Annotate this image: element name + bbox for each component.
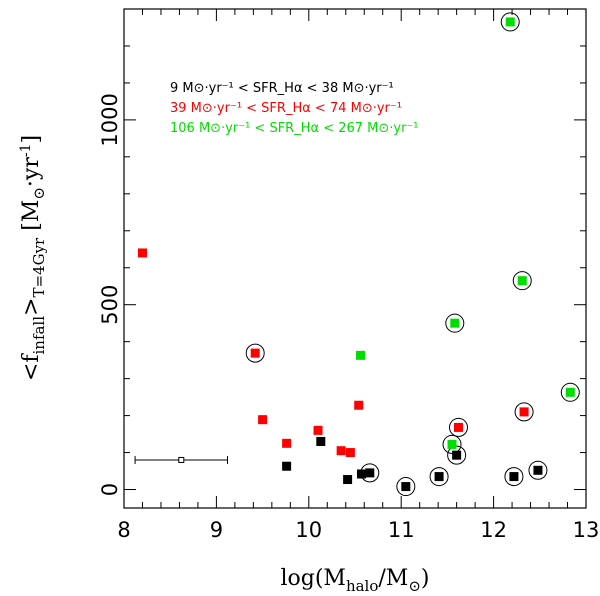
x-tick-label: 13 — [573, 518, 600, 542]
data-point-106-267 — [447, 439, 457, 449]
data-point-39-74 — [354, 400, 364, 410]
x-tick-label: 9 — [210, 518, 223, 542]
y-axis-title: <finfall>T=4Gyr [M⊙·yr-1] — [18, 135, 48, 381]
y-tick-label: 1000 — [98, 93, 122, 146]
highlight-circle — [560, 382, 580, 402]
legend-entry-red: 39 M⊙·yr⁻¹ < SFR_Hα < 74 M⊙·yr⁻¹ — [170, 101, 402, 116]
data-point-9-38 — [509, 472, 519, 482]
y-tick-label: 0 — [98, 483, 122, 496]
highlight-circle — [360, 463, 380, 483]
data-point-9-38 — [401, 482, 411, 492]
y-tick-label: 500 — [98, 285, 122, 325]
data-point-9-38 — [533, 465, 543, 475]
data-point-9-38 — [365, 468, 375, 478]
data-point-106-267 — [356, 350, 366, 360]
data-point-9-38 — [316, 436, 326, 446]
highlight-circle — [445, 313, 465, 333]
legend: 9 M⊙·yr⁻¹ < SFR_Hα < 38 M⊙·yr⁻¹ 39 M⊙·yr… — [170, 81, 419, 136]
data-points — [137, 12, 580, 497]
data-point-39-74 — [313, 425, 323, 435]
x-tick-label: 8 — [117, 518, 130, 542]
data-point-9-38 — [452, 450, 462, 460]
data-point-39-74 — [336, 446, 346, 456]
data-point-106-267 — [517, 276, 527, 286]
data-point-39-74 — [453, 422, 463, 432]
data-point-39-74 — [250, 348, 260, 358]
highlight-circle — [504, 467, 524, 487]
data-point-106-267 — [505, 17, 515, 27]
x-tick-label: 12 — [480, 518, 507, 542]
highlight-circle — [528, 460, 548, 480]
data-point-39-74 — [137, 248, 147, 258]
data-point-9-38 — [282, 461, 292, 471]
data-point-39-74 — [519, 407, 529, 417]
legend-entry-black: 9 M⊙·yr⁻¹ < SFR_Hα < 38 M⊙·yr⁻¹ — [170, 81, 394, 96]
axis-ticks — [123, 8, 587, 508]
x-tick-label: 11 — [388, 518, 415, 542]
legend-entry-green: 106 M⊙·yr⁻¹ < SFR_Hα < 267 M⊙·yr⁻¹ — [170, 121, 419, 136]
data-point-9-38 — [343, 475, 353, 485]
error-bar-marker — [178, 456, 185, 463]
highlight-circle — [442, 434, 462, 454]
highlight-circle — [429, 467, 449, 487]
axis-tick-labels: 8 9 10 11 12 13 0 500 1000 — [98, 93, 599, 542]
highlight-circle — [500, 12, 520, 32]
highlight-circle — [245, 343, 265, 363]
highlight-circle — [447, 445, 467, 465]
data-point-39-74 — [345, 448, 355, 458]
data-point-9-38 — [356, 469, 366, 479]
highlight-circle — [514, 402, 534, 422]
data-point-106-267 — [450, 318, 460, 328]
data-point-39-74 — [258, 415, 268, 425]
data-point-106-267 — [565, 387, 575, 397]
data-point-39-74 — [282, 438, 292, 448]
highlight-circle — [448, 417, 468, 437]
highlight-circle — [396, 477, 416, 497]
x-tick-label: 10 — [295, 518, 322, 542]
plot-frame — [123, 8, 587, 509]
highlight-circle — [512, 271, 532, 291]
data-point-9-38 — [434, 472, 444, 482]
error-bar — [134, 455, 228, 464]
x-axis-title: log(Mhalo/M⊙) — [280, 566, 429, 595]
